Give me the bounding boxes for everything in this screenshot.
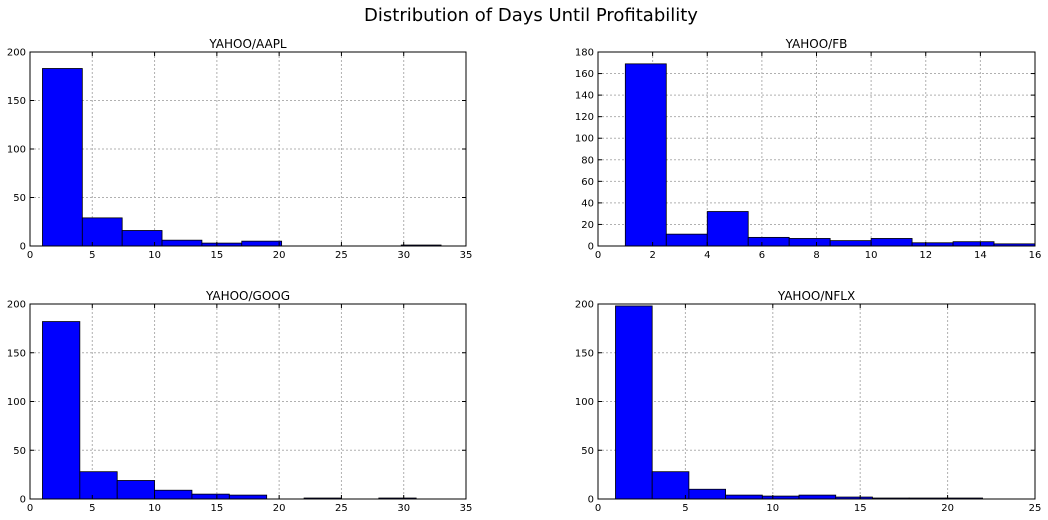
y-tick-label: 50: [13, 193, 26, 204]
x-tick-label: 8: [813, 250, 819, 261]
x-tick-label: 35: [460, 503, 473, 514]
x-tick-label: 10: [766, 503, 779, 514]
x-tick-label: 6: [759, 250, 765, 261]
bar-nflx-3: [725, 494, 763, 500]
bar-fb-0: [624, 63, 667, 247]
subplot-title-aapl: YAHOO/AAPL: [208, 37, 287, 51]
subplot-aapl: 0 5 10 15 20 25 30 35 0 50 100 150 200 YAHOO/AAPL: [7, 37, 472, 261]
x-tick-label: 25: [335, 250, 348, 261]
bar-aapl-3: [161, 239, 203, 247]
x-tick-label: 4: [704, 250, 710, 261]
y-tick-label: 140: [575, 91, 594, 102]
x-tick-label: 30: [397, 250, 410, 261]
y-tick-label: 0: [588, 242, 594, 253]
x-tick-label: 15: [854, 503, 867, 514]
bar-goog-1: [79, 471, 118, 500]
x-tick-label: 2: [649, 250, 655, 261]
y-tick-label: 0: [20, 242, 26, 253]
y-tick-label: 0: [20, 495, 26, 506]
bar-fb-3: [747, 236, 790, 247]
x-tick-label: 15: [210, 503, 223, 514]
subplot-goog: 0 5 10 15 20 25 30 35 0 50 100 150 200 YAHOO/GOOG: [7, 289, 472, 514]
bar-goog-3: [154, 489, 193, 500]
bar-aapl-0: [42, 68, 83, 247]
bar-nflx-5: [798, 494, 837, 500]
y-tick-label: 100: [7, 397, 26, 408]
subplot-title-fb: YAHOO/FB: [785, 37, 848, 51]
x-tick-label: 15: [210, 250, 223, 261]
bar-aapl-5: [241, 240, 283, 247]
x-tick-label: 25: [1029, 503, 1042, 514]
y-tick-label: 60: [581, 177, 594, 188]
x-tick-label: 25: [335, 503, 348, 514]
x-tick-label: 30: [397, 503, 410, 514]
y-tick-label: 100: [7, 145, 26, 156]
bar-fb-4: [788, 238, 831, 247]
bar-nflx-0: [615, 305, 653, 500]
bar-goog-0: [42, 321, 81, 500]
y-tick-label: 0: [588, 495, 594, 506]
y-tick-label: 200: [575, 300, 594, 311]
y-tick-label: 100: [575, 134, 594, 145]
subplot-nflx: 0 5 10 15 20 25 0 50 100 150 200 YAHOO/NFLX: [575, 289, 1041, 514]
y-tick-label: 40: [581, 198, 594, 209]
x-tick-label: 0: [595, 250, 601, 261]
bar-goog-2: [116, 480, 155, 500]
y-tick-label: 150: [7, 348, 26, 359]
y-tick-label: 200: [7, 48, 26, 59]
y-tick-label: 20: [581, 220, 594, 231]
y-tick-label: 180: [575, 48, 594, 59]
x-tick-label: 20: [273, 250, 286, 261]
subplot-title-nflx: YAHOO/NFLX: [777, 289, 855, 303]
y-tick-label: 150: [575, 348, 594, 359]
x-tick-label: 5: [89, 503, 95, 514]
x-tick-label: 10: [148, 250, 161, 261]
bar-fb-2: [706, 211, 749, 247]
x-tick-label: 35: [460, 250, 473, 261]
x-tick-label: 20: [941, 503, 954, 514]
x-tick-label: 14: [974, 250, 987, 261]
x-tick-label: 0: [595, 503, 601, 514]
bar-fb-6: [870, 238, 913, 247]
x-tick-label: 20: [273, 503, 286, 514]
subplot-fb: 0 2 4 6 8 10 12 14 16020406080100120140160180YAH…: [575, 37, 1041, 261]
y-tick-label: 150: [7, 96, 26, 107]
bar-fb-5: [829, 240, 872, 247]
bar-fb-8: [952, 241, 995, 247]
x-tick-label: 10: [148, 503, 161, 514]
bar-nflx-1: [651, 471, 690, 500]
bar-aapl-1: [81, 217, 123, 247]
y-tick-label: 120: [575, 112, 594, 123]
y-tick-label: 80: [581, 155, 594, 166]
y-tick-label: 50: [13, 446, 26, 457]
bar-fb-1: [665, 233, 708, 247]
x-tick-label: 0: [27, 503, 33, 514]
bar-goog-5: [228, 494, 268, 500]
y-tick-label: 50: [581, 446, 594, 457]
bar-nflx-2: [688, 488, 727, 500]
y-tick-label: 160: [575, 69, 594, 80]
x-tick-label: 10: [865, 250, 878, 261]
x-tick-label: 12: [919, 250, 932, 261]
x-tick-label: 16: [1029, 250, 1042, 261]
x-tick-label: 0: [27, 250, 33, 261]
x-tick-label: 5: [89, 250, 95, 261]
bar-goog-4: [191, 493, 230, 500]
figure-title: Distribution of Days Until Profitability: [364, 5, 698, 26]
x-tick-label: 5: [682, 503, 688, 514]
subplot-title-goog: YAHOO/GOOG: [205, 289, 290, 303]
y-tick-label: 100: [575, 397, 594, 408]
bar-aapl-2: [121, 230, 163, 247]
y-tick-label: 200: [7, 300, 26, 311]
